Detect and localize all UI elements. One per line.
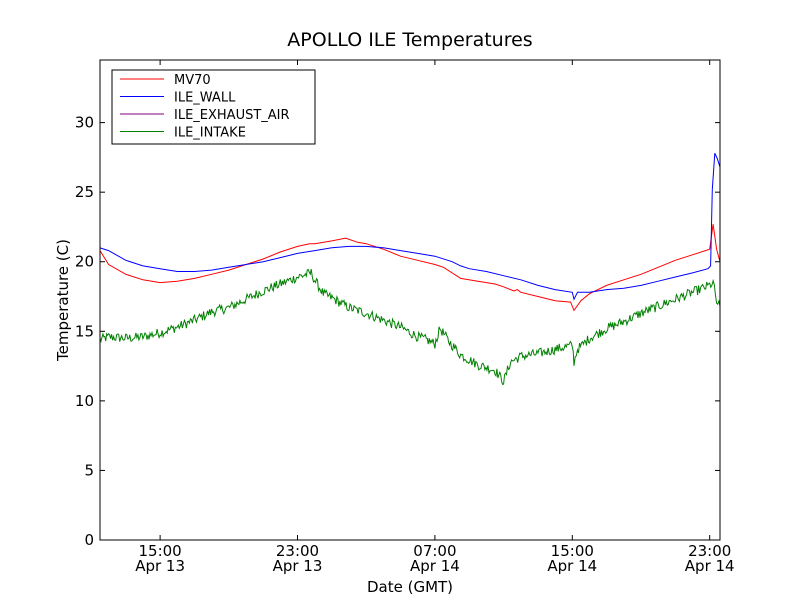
y-tick-label: 5 <box>84 461 94 479</box>
y-tick-label: 20 <box>75 253 94 271</box>
x-tick-label-time: 23:00 <box>688 542 731 560</box>
x-tick-label-date: Apr 14 <box>547 557 597 575</box>
legend: MV70 ILE_WALL ILE_EXHAUST_AIR ILE_INTAKE <box>111 69 316 145</box>
series-line-ile-wall <box>100 152 720 301</box>
x-tick-label-date: Apr 13 <box>273 557 323 575</box>
y-tick-label: 15 <box>75 322 94 340</box>
y-tick-label: 25 <box>75 183 94 201</box>
y-tick-label: 0 <box>84 531 94 549</box>
legend-label: ILE_WALL <box>174 91 236 106</box>
x-axis-label: Date (GMT) <box>367 578 453 596</box>
legend-box <box>111 69 316 145</box>
y-tick-label: 30 <box>75 114 94 132</box>
x-tick-label-date: Apr 13 <box>135 557 185 575</box>
x-tick-label-date: Apr 14 <box>410 557 460 575</box>
legend-label: ILE_EXHAUST_AIR <box>174 108 290 123</box>
x-tick-label-time: 07:00 <box>413 542 456 560</box>
chart-title: APOLLO ILE Temperatures <box>287 29 532 51</box>
x-tick-label-time: 15:00 <box>551 542 594 560</box>
plot-frame <box>99 59 721 541</box>
y-axis-label: Temperature (C) <box>54 239 72 362</box>
x-tick-label-time: 23:00 <box>276 542 319 560</box>
x-tick-label-date: Apr 14 <box>685 557 735 575</box>
series-line-ile-intake <box>100 269 720 386</box>
y-tick-label: 10 <box>75 392 94 410</box>
legend-label: MV70 <box>174 73 211 88</box>
series-line-mv70 <box>100 224 720 312</box>
x-tick-label-time: 15:00 <box>138 542 181 560</box>
legend-label: ILE_INTAKE <box>174 126 246 141</box>
